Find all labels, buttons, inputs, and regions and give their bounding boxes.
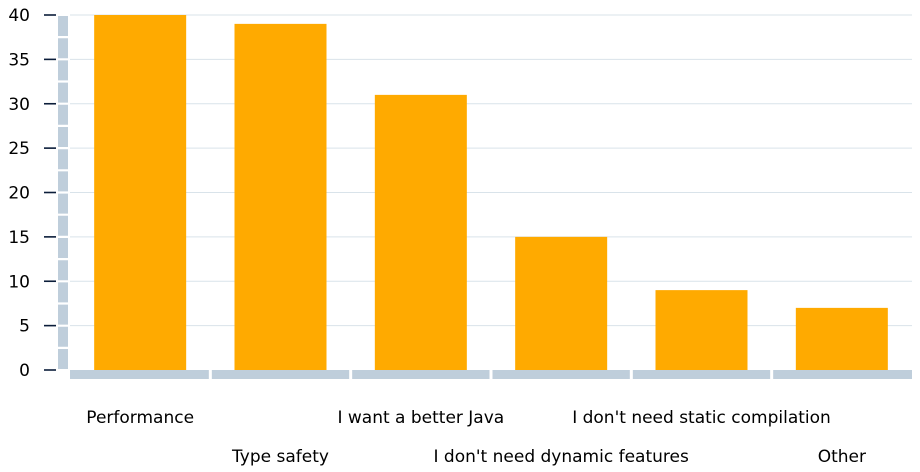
x-category-label: I don't need dynamic features xyxy=(434,447,689,467)
bar-3 xyxy=(374,94,467,370)
bar-5 xyxy=(655,290,748,370)
y-tick-labels: 0 5 10 15 20 25 30 35 40 xyxy=(8,6,30,381)
x-category-labels: Performance Type safety I want a better Ja… xyxy=(86,408,866,467)
x-axis-separator xyxy=(629,370,633,379)
x-category-label: I don't need static compilation xyxy=(572,408,831,428)
y-tick-label: 10 xyxy=(8,272,30,292)
bar-4 xyxy=(515,236,608,370)
y-tick-label: 15 xyxy=(8,228,30,248)
x-category-label: I want a better Java xyxy=(337,408,504,428)
bars xyxy=(94,15,888,370)
bar-6 xyxy=(795,307,888,370)
y-tick-label: 40 xyxy=(8,6,30,26)
bar-1 xyxy=(94,15,187,370)
x-axis-separator xyxy=(489,370,493,379)
x-category-label: Performance xyxy=(86,408,194,428)
x-category-label: Type safety xyxy=(231,447,329,467)
y-tick-label: 0 xyxy=(19,361,30,381)
x-axis xyxy=(70,370,912,379)
y-axis xyxy=(44,14,68,371)
grid-lines xyxy=(70,14,912,327)
x-axis-separator xyxy=(208,370,212,379)
x-axis-separator xyxy=(349,370,353,379)
y-tick-label: 25 xyxy=(8,139,30,159)
x-axis-separator xyxy=(770,370,774,379)
y-tick-label: 5 xyxy=(19,317,30,337)
y-tick-label: 20 xyxy=(8,184,30,204)
x-category-label: Other xyxy=(818,447,866,467)
y-tick-label: 30 xyxy=(8,95,30,115)
y-tick-label: 35 xyxy=(8,50,30,70)
bar-2 xyxy=(234,23,327,370)
